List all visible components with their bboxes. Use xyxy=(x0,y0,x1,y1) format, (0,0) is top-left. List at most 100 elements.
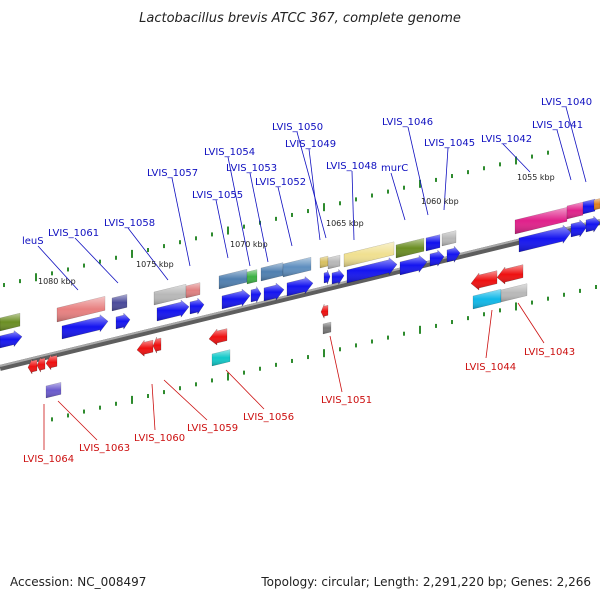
tick-marks xyxy=(3,150,597,422)
reverse-gene-labels: LVIS_1064 LVIS_1063 LVIS_1060 LVIS_1059 … xyxy=(23,347,575,465)
gene-arrow-lvis-1053-shade xyxy=(264,283,284,301)
label-leader-lines xyxy=(37,106,587,450)
kbp-label-1065: 1065 kbp xyxy=(326,219,364,228)
gene-label-lvis-1050[interactable]: LVIS_1050 xyxy=(272,122,323,133)
leader-line-reverse xyxy=(485,309,493,359)
leader-line-reverse xyxy=(151,383,156,431)
gene-label-lvis-1045[interactable]: LVIS_1045 xyxy=(424,138,475,149)
leader-line-forward xyxy=(407,126,429,216)
map-title: Lactobacillus brevis ATCC 367, complete … xyxy=(139,11,461,26)
kbp-scale: 1080 kbp 1075 kbp 1070 kbp 1065 kbp 1060… xyxy=(38,173,555,286)
gene-label-lvis-1053[interactable]: LVIS_1053 xyxy=(226,163,277,174)
feature-band-yellow-1050-shade xyxy=(320,256,328,268)
gene-arrow-lvis-1057-b-shade xyxy=(190,298,204,315)
leader-line-forward xyxy=(37,245,79,291)
gene-label-lvis-1052[interactable]: LVIS_1052 xyxy=(255,177,306,188)
gene-arrow-lvis-1055-shade xyxy=(222,289,250,309)
topology-text: Topology: circular; Length: 2,291,220 bp… xyxy=(260,575,591,589)
feature-band-orange-edge-shade xyxy=(594,198,600,210)
gene-label-lvis-1049[interactable]: LVIS_1049 xyxy=(285,139,336,150)
feature-band-steelblue-1052-shade xyxy=(283,257,311,277)
leader-line-reverse xyxy=(329,335,343,393)
feature-band-magenta-1041-shade xyxy=(567,202,583,219)
leader-line-forward xyxy=(390,172,406,221)
feature-band-purple-1058-shade xyxy=(112,294,127,311)
gene-label-lvis-1051[interactable]: LVIS_1051 xyxy=(321,395,372,406)
feature-band-grey-1051-shade xyxy=(323,322,331,334)
feature-band-grey-1049-shade xyxy=(328,255,340,269)
gene-label-lvis-1044[interactable]: LVIS_1044 xyxy=(465,362,516,373)
gene-arrow-lvis-1044-shade xyxy=(471,270,497,291)
gene-arrow-lvis-1041-shade xyxy=(571,219,587,237)
leader-line-forward xyxy=(277,186,293,247)
gene-arrow-lvis-1057-a-shade xyxy=(157,300,189,321)
leader-line-forward xyxy=(502,143,531,173)
gene-label-lvis-1060[interactable]: LVIS_1060 xyxy=(134,433,185,444)
feature-bands xyxy=(0,198,600,399)
gene-label-lvis-1061[interactable]: LVIS_1061 xyxy=(48,228,99,239)
kbp-label-1080: 1080 kbp xyxy=(38,277,76,286)
feature-band-olive-murc-shade xyxy=(396,238,424,258)
gene-arrow-lvis-1040-shade xyxy=(586,216,600,233)
gene-label-lvis-1056[interactable]: LVIS_1056 xyxy=(243,412,294,423)
gene-arrow-lvis-1046-shade xyxy=(430,250,444,267)
gene-arrow-lvis-1064-shade xyxy=(28,359,37,375)
gene-features xyxy=(0,215,600,375)
leader-line-forward xyxy=(249,172,269,263)
gene-arrow-lvis-1054-shade xyxy=(251,286,261,303)
gene-arrow-lvis-1059-shade xyxy=(209,328,227,346)
gene-label-lvis-1055[interactable]: LVIS_1055 xyxy=(192,190,243,201)
leader-line-forward xyxy=(127,227,169,281)
kbp-label-1055: 1055 kbp xyxy=(517,173,555,182)
gene-arrow-lvis-1042-shade xyxy=(519,225,571,252)
leader-line-forward xyxy=(308,148,321,241)
gene-arrow-lvis-1050-shade xyxy=(324,270,330,285)
feature-band-grey-1043-shade xyxy=(501,283,527,302)
gene-label-lvis-1048[interactable]: LVIS_1048 xyxy=(326,161,377,172)
gene-label-lvis-1041[interactable]: LVIS_1041 xyxy=(532,120,583,131)
gene-label-murc[interactable]: murC xyxy=(381,163,408,174)
gene-label-lvis-1064[interactable]: LVIS_1064 xyxy=(23,454,74,465)
gene-arrow-lvis-1063-b-shade xyxy=(46,354,57,370)
gene-label-lvis-1058[interactable]: LVIS_1058 xyxy=(104,218,155,229)
feature-band-grey-1057-shade xyxy=(154,284,186,305)
gene-label-lvis-1043[interactable]: LVIS_1043 xyxy=(524,347,575,358)
feature-band-grey-1045-shade xyxy=(442,230,456,246)
gene-arrow-lvis-1051-shade xyxy=(321,304,328,319)
gene-arrow-left-edge-shade xyxy=(0,330,22,348)
leader-line-forward xyxy=(215,199,229,259)
gene-label-lvis-1057[interactable]: LVIS_1057 xyxy=(147,168,198,179)
kbp-label-1060: 1060 kbp xyxy=(421,197,459,206)
feature-band-pink-1061-shade xyxy=(57,296,105,322)
gene-arrow-lvis-1061-shade xyxy=(62,314,108,339)
gene-arrow-murc-shade xyxy=(400,255,427,275)
gene-arrow-lvis-1045-shade xyxy=(447,246,460,263)
gene-label-lvis-1040[interactable]: LVIS_1040 xyxy=(541,97,592,108)
leader-line-forward xyxy=(351,170,355,241)
leader-line-forward xyxy=(443,147,449,211)
gene-label-lvis-1063[interactable]: LVIS_1063 xyxy=(79,443,130,454)
feature-band-magenta-1042-shade xyxy=(515,207,567,234)
leader-line-reverse xyxy=(57,400,98,441)
gene-label-lvis-1042[interactable]: LVIS_1042 xyxy=(481,134,532,145)
leader-line-forward xyxy=(227,156,251,267)
forward-gene-labels: leuS LVIS_1061 LVIS_1058 LVIS_1057 LVIS_… xyxy=(22,97,592,247)
gene-label-leus[interactable]: leuS xyxy=(22,236,44,247)
gene-label-lvis-1059[interactable]: LVIS_1059 xyxy=(187,423,238,434)
leader-line-forward xyxy=(74,237,119,284)
gene-label-lvis-1046[interactable]: LVIS_1046 xyxy=(382,117,433,128)
kbp-label-1070: 1070 kbp xyxy=(230,240,268,249)
accession-text: Accession: NC_008497 xyxy=(10,575,146,589)
feature-band-steelblue-1053-shade xyxy=(261,262,283,281)
leader-line-reverse xyxy=(517,302,545,344)
feature-band-yellow-1048-shade xyxy=(344,241,394,267)
feature-band-pink-1057-shade xyxy=(186,282,200,298)
feature-band-blue-1046-shade xyxy=(426,234,440,251)
gene-arrow-lvis-1060-b-shade xyxy=(153,337,161,354)
leader-line-reverse xyxy=(225,369,265,410)
gene-label-lvis-1054[interactable]: LVIS_1054 xyxy=(204,147,255,158)
feature-band-steelblue-1055-shade xyxy=(219,269,247,289)
gene-arrow-lvis-1063-a-shade xyxy=(37,357,45,373)
leader-line-forward xyxy=(296,131,327,239)
leader-line-forward xyxy=(171,177,191,267)
